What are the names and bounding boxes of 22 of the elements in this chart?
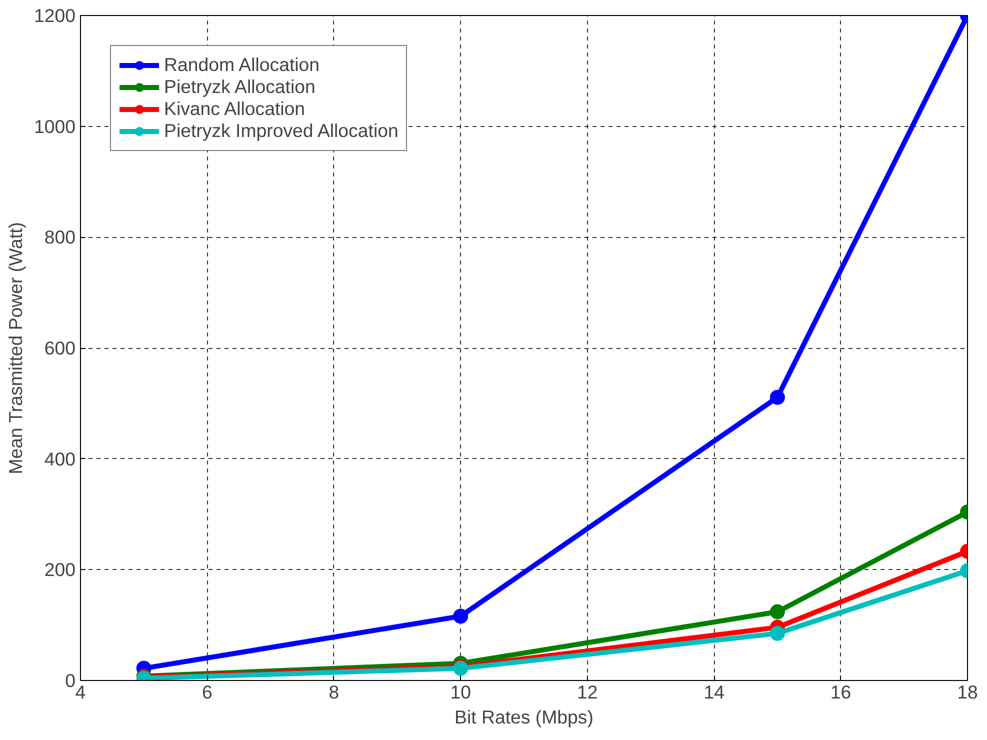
y-tick-label: 600: [44, 338, 76, 358]
x-tick-label: 16: [830, 682, 852, 702]
legend-label: Pietryzk Allocation: [164, 76, 316, 98]
point: [453, 608, 468, 624]
y-tick-label: 0: [65, 670, 76, 691]
legend-label: Random Allocation: [164, 54, 320, 76]
y-tick-label: 1200: [34, 5, 76, 26]
x-tick-label: 10: [450, 682, 472, 702]
x-axis-title: Bit Rates (Mbps): [454, 706, 594, 728]
legend-label: Kivanc Allocation: [164, 98, 306, 120]
x-tick-label: 14: [704, 682, 724, 702]
y-tick-label: 1000: [34, 116, 76, 137]
y-tick-label: 200: [44, 559, 76, 580]
x-tick-label: 18: [957, 682, 978, 702]
y-axis-title: Mean Trasmitted Power (Watt): [4, 222, 26, 474]
x-tick-label: 4: [75, 682, 86, 702]
x-tick-label: 6: [202, 682, 212, 702]
x-tick-label: 8: [328, 682, 340, 702]
y-tick-label: 400: [44, 448, 76, 470]
y-tick-label: 800: [44, 226, 76, 248]
legend-label: Pietryzk Improved Allocation: [164, 120, 398, 142]
x-tick-label: 12: [576, 682, 598, 702]
